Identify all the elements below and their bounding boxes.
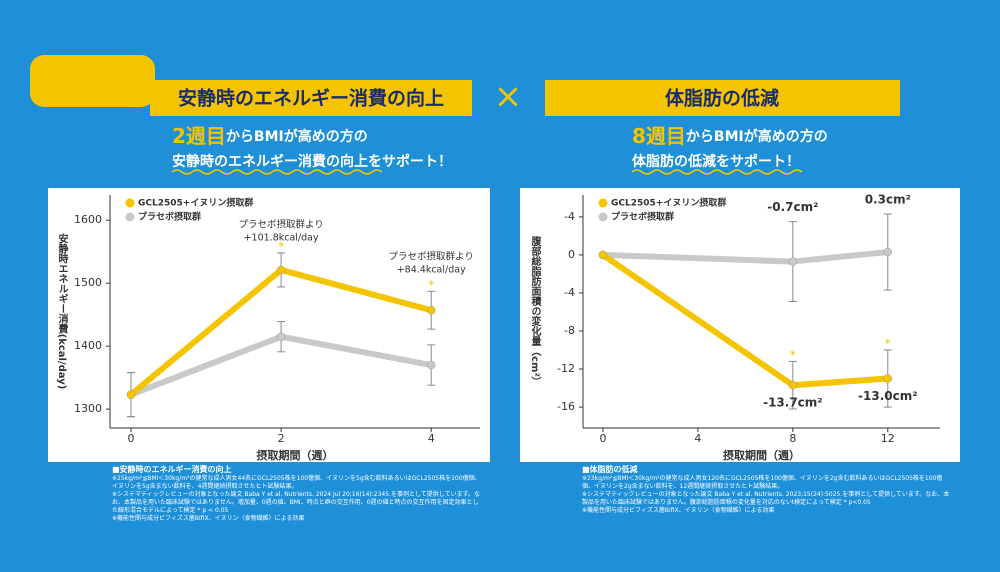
- wave: [171, 169, 383, 175]
- footnote: ※25kg/m²≦BMI＜30kg/m²の健常な成人男女44名にGCL2505株…: [112, 475, 481, 490]
- y-axis-label: 腹部総脂肪面積の変化量（cm²）: [529, 235, 542, 387]
- subtitle: 8週目からBMIが高めの方の: [632, 124, 828, 148]
- legend-label: GCL2505+イヌリン摂取群: [611, 197, 726, 209]
- highlight: 2週目: [172, 124, 226, 148]
- banner: [545, 80, 900, 116]
- footnote: ※機能性関与成分ビフィズス菌BifiX、イヌリン（食物繊維）による効果: [582, 507, 775, 514]
- banner-title: 安静時のエネルギー消費の向上: [178, 87, 444, 110]
- point: [788, 380, 798, 390]
- legend-label: プラセボ摂取群: [138, 211, 201, 223]
- wave: [631, 169, 803, 175]
- subtitle: 2週目からBMIが高めの方の: [172, 124, 368, 148]
- subtitle-text: からBMIが高めの方の: [226, 128, 368, 145]
- subtitle: 安静時のエネルギー消費の向上をサポート！: [172, 153, 452, 170]
- footnote: ■安静時のエネルギー消費の向上: [112, 465, 232, 474]
- y-tick-label: -12: [557, 362, 575, 375]
- value-label: 0.3cm²: [865, 193, 911, 207]
- footnote: ※23kg/m²≦BMI＜30kg/m²の健常な成人男女120名にGCL2505…: [582, 475, 943, 490]
- sig-mark: *: [428, 278, 434, 292]
- x-axis-label: 摂取期間（週）: [257, 448, 334, 462]
- subtitle-text: からBMIが高めの方の: [686, 128, 828, 145]
- sig-mark: *: [278, 239, 284, 253]
- y-tick-label: 1600: [74, 213, 102, 226]
- cross: ×: [494, 77, 523, 117]
- footnote: ※システマティックレビューの対象となった論文 Baba Y et al. Nut…: [112, 491, 480, 514]
- x-tick-label: 8: [789, 432, 796, 445]
- value-label: -13.0cm²: [858, 389, 917, 403]
- point: [788, 257, 798, 266]
- annotation: プラセボ摂取群より: [238, 219, 323, 231]
- sig-mark: *: [790, 348, 796, 362]
- y-tick-label: 0: [568, 248, 575, 261]
- highlight: 8週目: [632, 124, 686, 148]
- y-axis-label: 安静時エネルギー消費(kcal/day): [56, 232, 68, 389]
- panel: [520, 188, 960, 462]
- sofa: [30, 55, 155, 107]
- point: [426, 305, 436, 315]
- subtitle: 体脂肪の低減をサポート！: [632, 153, 800, 170]
- footnotes: ■体脂肪の低減 ※23kg/m²≦BMI＜30kg/m²の健常な成人男女120名に…: [582, 464, 952, 515]
- point: [426, 360, 436, 370]
- y-tick-label: -8: [564, 324, 575, 337]
- banner: [150, 80, 472, 116]
- x-tick-label: 0: [599, 432, 606, 445]
- y-tick-label: 1300: [74, 402, 102, 415]
- point: [598, 250, 608, 260]
- y-tick-label: 1400: [74, 339, 102, 352]
- point: [883, 247, 893, 257]
- footnote: ※システマティックレビューの対象となった論文 Baba Y et al. Nut…: [582, 491, 950, 506]
- footnote: ■体脂肪の低減: [582, 465, 638, 474]
- annotation: +84.4kcal/day: [397, 265, 466, 276]
- y-tick-label: -4: [564, 286, 575, 299]
- banner-title: 体脂肪の低減: [665, 87, 779, 110]
- legend-marker: [125, 198, 135, 208]
- x-tick-label: 0: [128, 432, 135, 445]
- footnote: ※機能性関与成分ビフィズス菌BifiX、イヌリン（食物繊維）による効果: [112, 515, 305, 522]
- legend-marker: [598, 212, 608, 222]
- x-tick-label: 4: [428, 432, 435, 445]
- sig-mark: *: [885, 337, 891, 351]
- legend-marker: [125, 212, 135, 222]
- annotation: プラセボ摂取群より: [389, 251, 474, 263]
- point: [883, 374, 893, 383]
- annotation: +101.8kcal/day: [244, 233, 319, 244]
- point: [126, 390, 136, 399]
- x-tick-label: 2: [278, 432, 285, 445]
- footnotes: ■安静時のエネルギー消費の向上 ※25kg/m²≦BMI＜30kg/m²の健常な成…: [112, 464, 482, 523]
- value-label: -13.7cm²: [763, 396, 822, 410]
- y-tick-label: -4: [564, 210, 575, 223]
- legend-label: GCL2505+イヌリン摂取群: [138, 197, 253, 209]
- x-tick-label: 4: [694, 432, 701, 445]
- value-label: -0.7cm²: [767, 200, 818, 214]
- legend-label: プラセボ摂取群: [611, 211, 674, 223]
- y-tick-label: 1500: [74, 276, 102, 289]
- x-tick-label: 12: [881, 432, 895, 445]
- point: [276, 265, 286, 275]
- x-axis-label: 摂取期間（週）: [723, 448, 800, 462]
- point: [276, 332, 286, 341]
- y-tick-label: -16: [557, 400, 575, 413]
- legend-marker: [598, 198, 608, 208]
- panel: [48, 188, 490, 462]
